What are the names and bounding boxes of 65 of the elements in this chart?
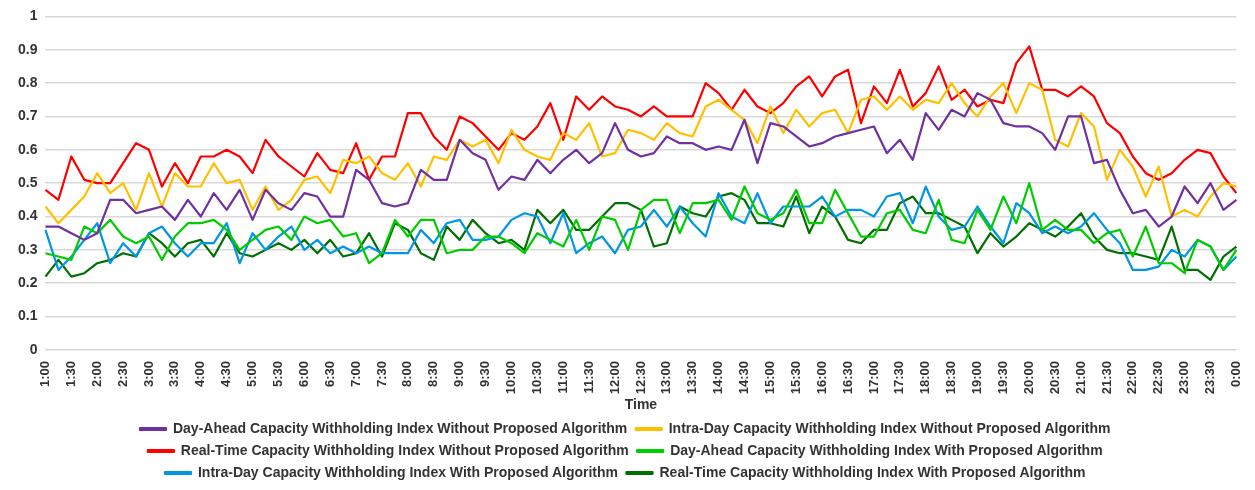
legend-label: Real-Time Capacity Withholding Index Without Proposed Algorithm — [180, 441, 629, 458]
x-tick-label: 2:00 — [88, 360, 104, 387]
x-tick-label: 16:30 — [839, 360, 855, 395]
x-tick-label: 23:00 — [1176, 360, 1192, 395]
y-tick-label: 0.3 — [17, 240, 38, 257]
x-tick-label: 9:00 — [451, 360, 467, 387]
y-tick-label: 0.7 — [17, 107, 38, 124]
legend-label: Day-Ahead Capacity Withholding Index With Proposed Algorithm — [670, 441, 1103, 458]
x-tick-label: 21:00 — [1072, 360, 1088, 395]
legend-label: Real-Time Capacity Withholding Index With Proposed Algorithm — [659, 463, 1086, 480]
x-tick-label: 0:00 — [1227, 360, 1243, 387]
y-tick-label: 0.6 — [17, 140, 38, 157]
x-tick-label: 6:30 — [321, 360, 337, 387]
y-tick-label: 0.4 — [17, 207, 38, 224]
x-axis-title: Time — [624, 396, 658, 413]
x-tick-label: 13:30 — [684, 360, 700, 395]
y-tick-label: 0.1 — [17, 307, 38, 324]
x-tick-label: 11:30 — [580, 360, 596, 394]
x-tick-label: 1:00 — [37, 360, 53, 387]
x-tick-label: 4:30 — [218, 360, 234, 387]
x-tick-label: 5:30 — [270, 360, 286, 387]
x-tick-label: 19:30 — [994, 360, 1010, 395]
x-tick-label: 5:00 — [244, 360, 260, 387]
x-tick-label: 22:30 — [1150, 360, 1166, 395]
x-tick-label: 21:30 — [1098, 360, 1114, 395]
x-tick-label: 12:30 — [632, 360, 648, 395]
x-tick-label: 18:00 — [917, 360, 933, 395]
x-tick-label: 9:30 — [477, 360, 493, 387]
x-tick-label: 22:00 — [1124, 360, 1140, 395]
x-tick-label: 23:30 — [1202, 360, 1218, 395]
x-tick-label: 3:00 — [140, 360, 156, 387]
y-tick-label: 0.8 — [17, 73, 38, 90]
x-tick-label: 3:30 — [166, 360, 182, 387]
x-tick-label: 7:00 — [347, 360, 363, 387]
x-tick-label: 12:00 — [606, 360, 622, 395]
legend-label: Intra-Day Capacity Withholding Index Without Proposed Algorithm — [668, 419, 1111, 436]
x-tick-label: 6:00 — [295, 360, 311, 387]
x-tick-label: 2:30 — [114, 360, 130, 387]
x-tick-label: 8:00 — [399, 360, 415, 387]
y-tick-label: 0.9 — [17, 40, 38, 57]
x-tick-label: 19:00 — [969, 360, 985, 395]
y-tick-label: 1 — [29, 7, 38, 24]
x-tick-label: 8:30 — [425, 360, 441, 387]
x-tick-label: 13:00 — [658, 360, 674, 395]
x-tick-label: 17:00 — [865, 360, 881, 395]
legend-label: Day-Ahead Capacity Withholding Index Without Proposed Algorithm — [172, 419, 628, 436]
x-tick-label: 14:30 — [736, 360, 752, 395]
x-tick-label: 1:30 — [62, 360, 78, 387]
x-tick-label: 7:30 — [373, 360, 389, 387]
x-tick-label: 4:00 — [192, 360, 208, 387]
x-tick-label: 17:30 — [891, 360, 907, 395]
x-tick-label: 14:00 — [710, 360, 726, 395]
y-tick-label: 0.5 — [17, 174, 38, 191]
x-tick-label: 20:00 — [1020, 360, 1036, 395]
x-tick-label: 15:30 — [787, 360, 803, 395]
legend-label: Intra-Day Capacity Withholding Index With Proposed Algorithm — [197, 463, 618, 480]
x-tick-label: 11:00 — [554, 360, 570, 394]
x-tick-label: 15:00 — [761, 360, 777, 395]
x-tick-label: 18:30 — [943, 360, 959, 395]
x-tick-label: 20:30 — [1046, 360, 1062, 395]
x-tick-label: 16:00 — [813, 360, 829, 395]
y-tick-label: 0.2 — [17, 274, 38, 291]
x-tick-label: 10:00 — [503, 360, 519, 395]
x-tick-label: 10:30 — [528, 360, 544, 395]
y-tick-label: 0 — [29, 340, 38, 357]
